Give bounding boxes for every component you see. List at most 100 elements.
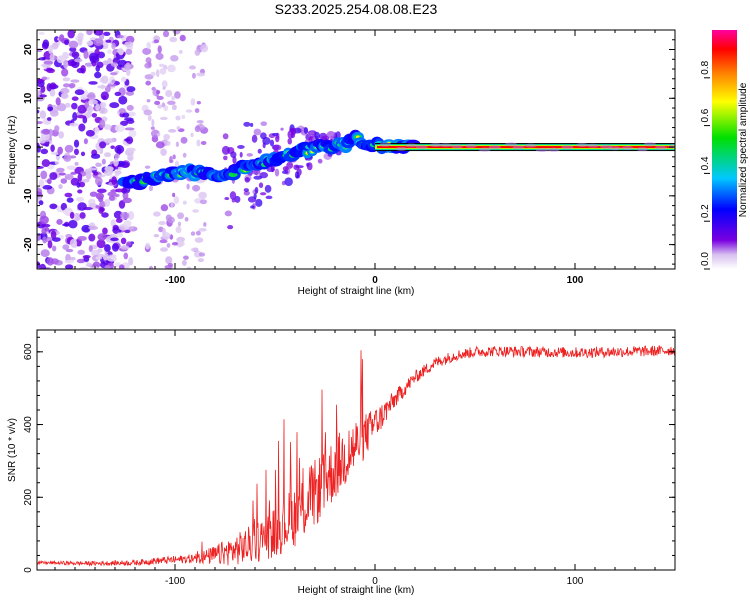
noise-speckle [70,177,80,186]
noise-speckle [47,178,52,185]
noise-speckle [107,191,117,197]
noise-speckle [49,172,58,180]
noise-speckle [58,184,63,190]
noise-speckle [143,109,153,116]
noise-speckle [85,111,93,118]
noise-speckle [179,34,186,42]
noise-speckle [81,178,90,183]
noise-speckle [120,76,127,83]
noise-speckle [260,121,268,127]
noise-speckle [86,94,95,98]
noise-speckle [110,237,119,242]
noise-speckle [77,202,87,211]
y-tick-label: 0 [23,144,34,150]
y-tick-label: -20 [23,237,34,252]
noise-speckle [162,232,171,240]
noise-speckle [186,266,192,269]
x-tick-label: 0 [372,576,378,587]
noise-speckle [190,132,194,138]
noise-speckle [115,218,123,223]
colorbar-tick-label: 0.0 [700,252,711,266]
noise-speckle [44,227,50,232]
noise-speckle [99,141,107,149]
noise-speckle [165,89,173,98]
noise-speckle [88,233,96,242]
noise-speckle [77,189,83,194]
noise-speckle [95,256,103,260]
noise-speckle [142,47,152,55]
noise-speckle [158,220,166,226]
noise-speckle [117,160,125,167]
y-tick-label: 0 [23,567,34,573]
y-tick-label: 10 [23,92,34,104]
snr-series-line [37,345,675,567]
noise-speckle [185,109,193,113]
noise-speckle [98,196,104,203]
noise-speckle [109,102,120,109]
y-tick-label: -10 [23,188,34,203]
noise-speckle [157,132,161,137]
noise-speckle [166,243,171,248]
noise-speckle [148,185,154,192]
noise-speckle [153,39,160,44]
noise-speckle [71,96,79,101]
noise-speckle [68,82,76,89]
noise-speckle [253,128,262,136]
noise-speckle [155,90,161,95]
noise-speckle [64,264,74,269]
noise-speckle [182,255,189,260]
noise-speckle [174,160,180,168]
noise-speckle [171,96,176,101]
noise-speckle [198,228,207,232]
y-tick-label: 200 [23,488,34,505]
noise-speckle [275,135,280,143]
noise-speckle [120,245,130,250]
noise-speckle [127,156,134,161]
y-tick-label: 600 [23,343,34,360]
noise-speckle [165,256,173,265]
noise-speckle [155,141,165,149]
noise-speckle [42,236,48,244]
noise-speckle [58,34,65,42]
noise-speckle [88,99,98,105]
noise-speckle [65,248,74,253]
noise-speckle [269,139,275,147]
noise-speckle [272,144,282,151]
noise-speckle [222,133,229,140]
noise-speckle [88,225,99,231]
noise-speckle [145,242,151,250]
noise-speckle [95,103,101,111]
noise-speckle [49,203,58,210]
noise-speckle [172,30,181,35]
noise-speckle [172,192,176,198]
noise-speckle [284,177,293,187]
noise-speckle [167,100,176,106]
carrier-halo [415,145,428,150]
noise-speckle [49,89,56,97]
noise-speckle [159,116,168,121]
noise-speckle [104,198,111,207]
noise-speckle [194,108,200,113]
noise-speckle [83,138,88,145]
noise-speckle [120,120,128,127]
noise-speckle [198,191,207,200]
colorbar-tick-label: 0.8 [700,60,711,74]
carrier-halo [621,146,634,151]
noise-speckle [169,155,173,164]
noise-speckle [191,72,196,79]
spectrogram-xlabel: Height of straight line (km) [298,286,415,297]
noise-speckle [60,178,68,184]
noise-speckle [177,212,185,220]
noise-speckle [61,68,69,77]
noise-speckle [54,125,60,133]
noise-speckle [223,155,228,161]
noise-speckle [163,133,171,141]
noise-speckle [97,233,107,241]
noise-speckle [243,121,251,127]
noise-speckle [126,119,135,124]
carrier-halo [608,146,621,151]
noise-speckle [62,223,70,227]
noise-speckle [128,226,134,230]
noise-speckle [49,82,57,90]
